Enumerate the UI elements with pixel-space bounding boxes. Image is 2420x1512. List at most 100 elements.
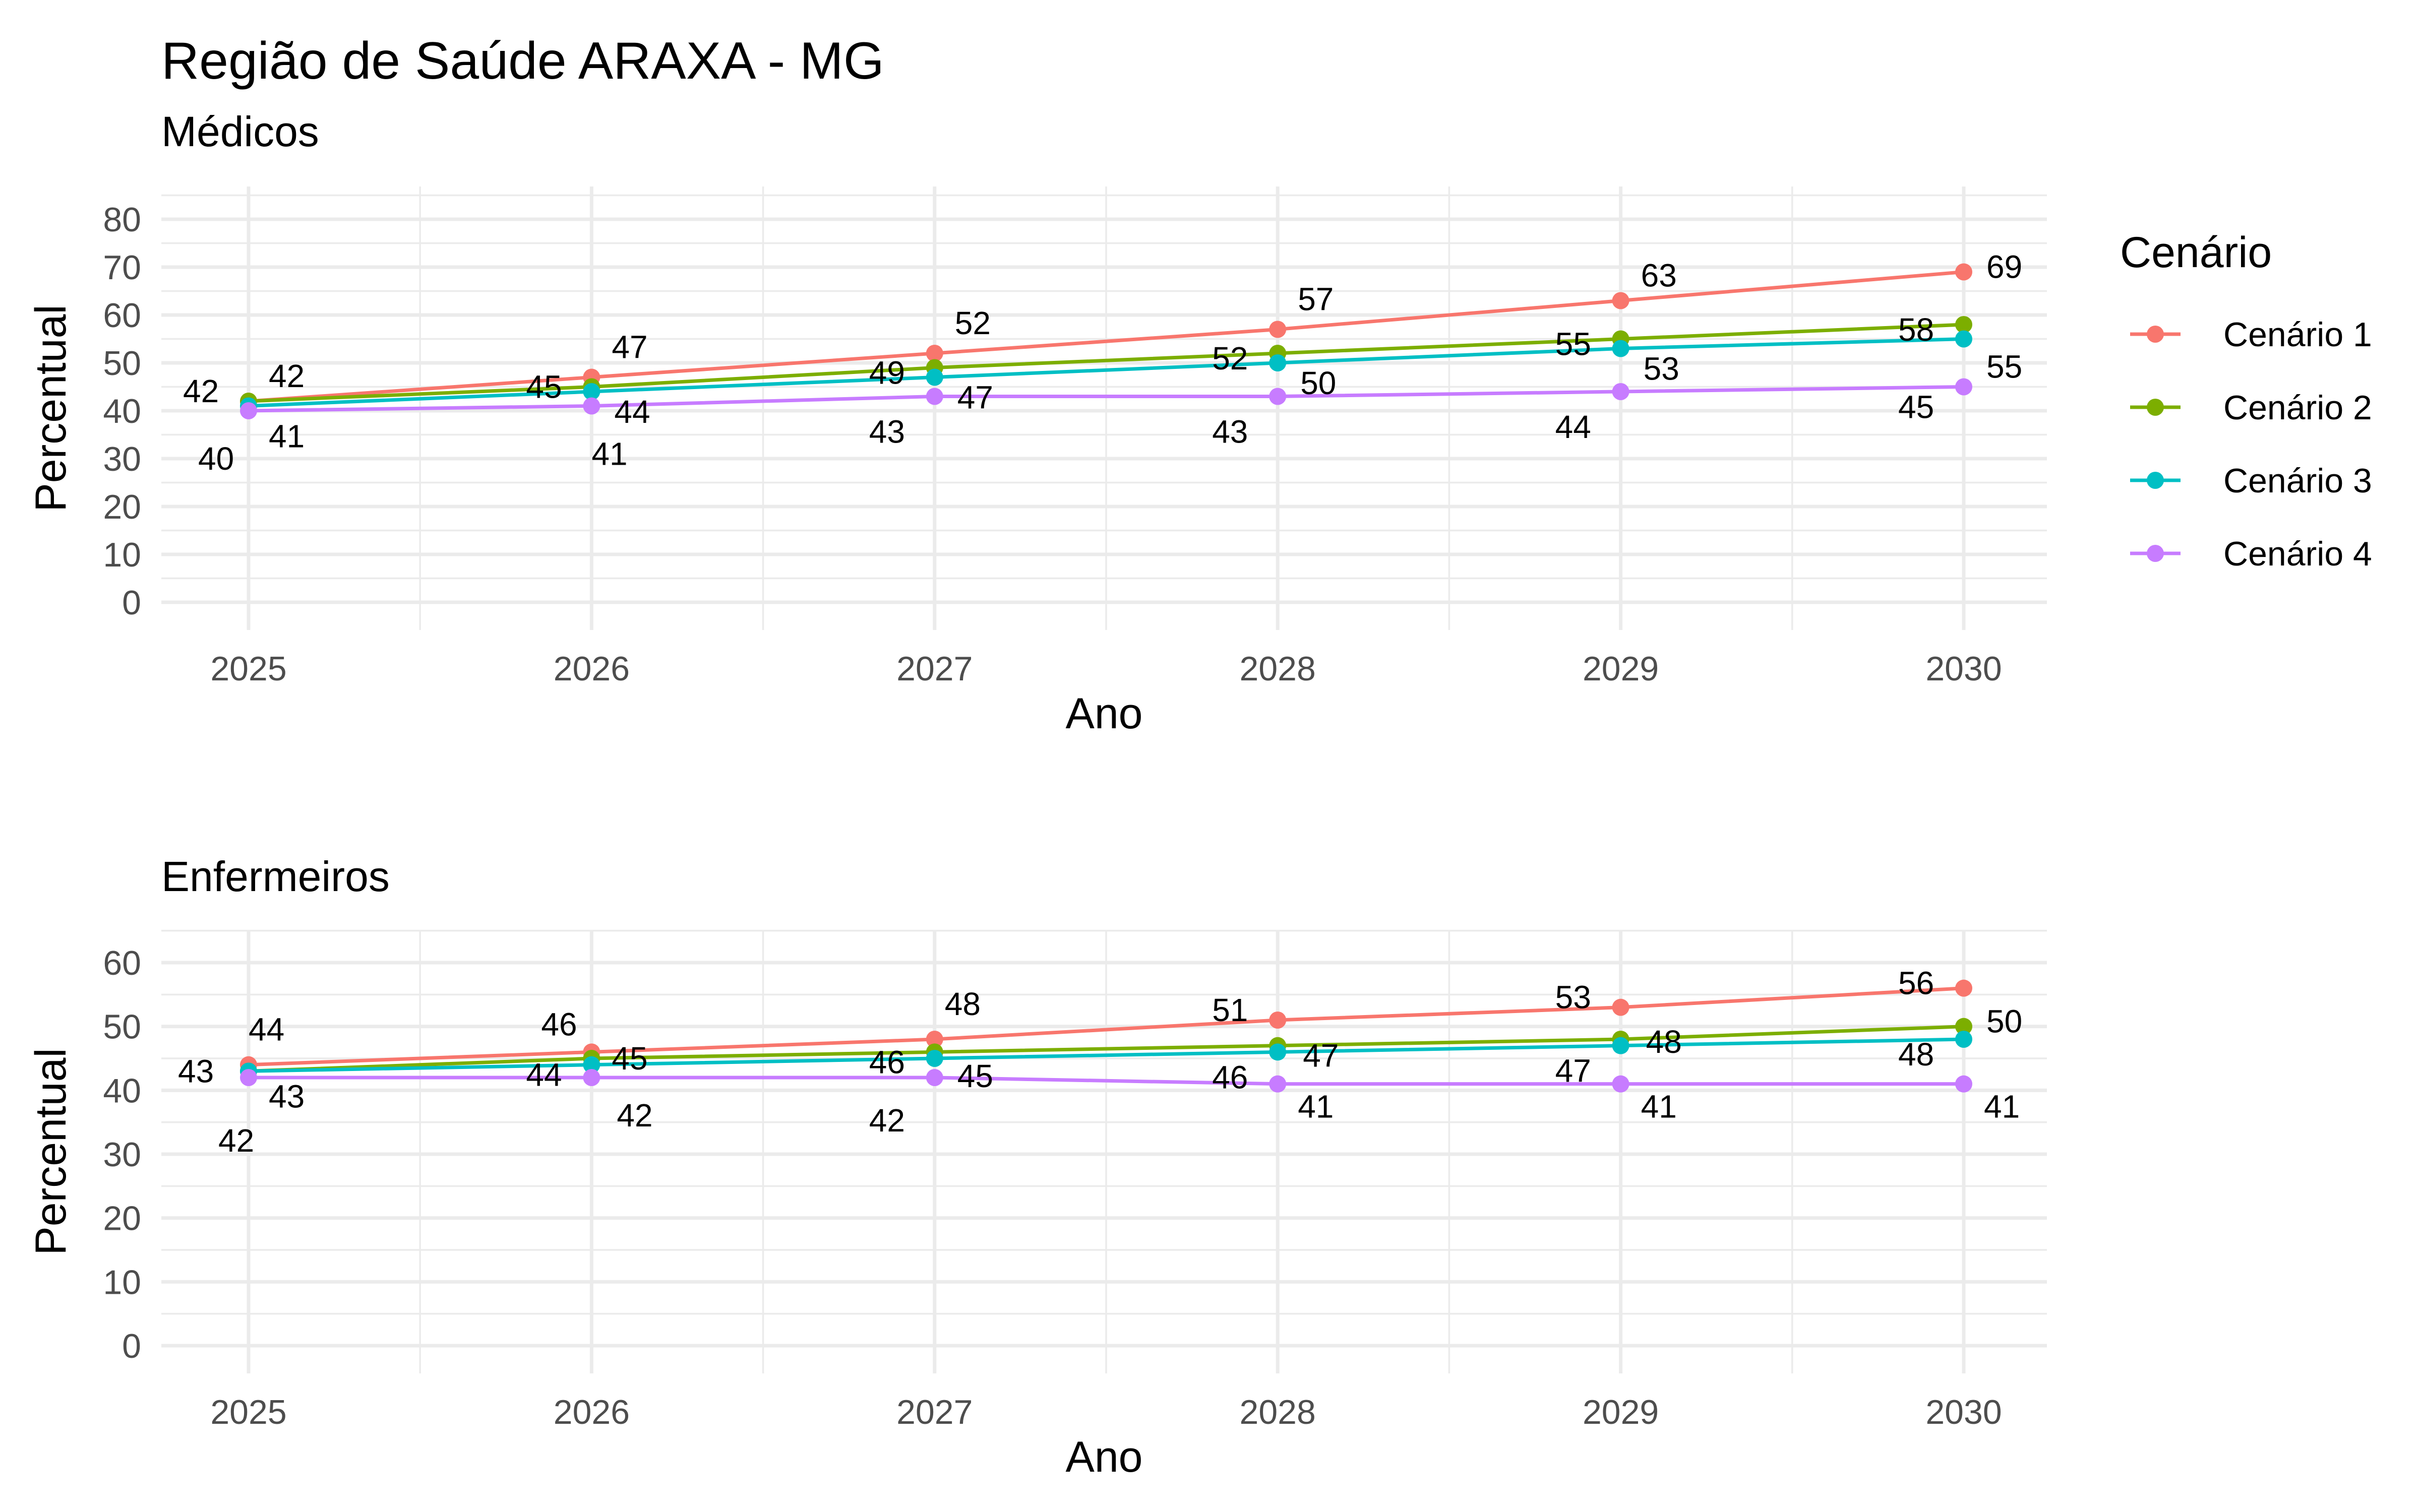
data-label: 50 <box>1986 1003 2022 1040</box>
x-axis-title: Ano <box>1065 1433 1142 1481</box>
data-label: 42 <box>869 1102 905 1139</box>
data-label: 40 <box>198 440 234 477</box>
data-point <box>1955 378 1972 396</box>
y-tick-label: 20 <box>103 488 141 526</box>
data-point <box>1269 1012 1287 1029</box>
data-label: 41 <box>269 418 305 455</box>
legend-item-label: Cenário 1 <box>2223 316 2372 354</box>
data-point <box>1955 979 1972 997</box>
data-label: 41 <box>1984 1089 2020 1125</box>
data-label: 52 <box>955 305 991 341</box>
data-label: 42 <box>183 373 219 409</box>
x-tick-label: 2026 <box>554 650 630 688</box>
legend-key-point <box>2147 472 2164 489</box>
data-label: 52 <box>1212 340 1248 376</box>
data-label: 45 <box>526 369 562 405</box>
data-label: 42 <box>269 358 305 394</box>
data-label: 49 <box>869 355 905 391</box>
y-tick-label: 0 <box>122 1327 141 1365</box>
data-label: 44 <box>249 1012 284 1048</box>
data-label: 44 <box>614 394 650 430</box>
y-tick-label: 20 <box>103 1200 141 1238</box>
y-axis-title: Percentual <box>27 1048 75 1255</box>
y-tick-label: 30 <box>103 440 141 478</box>
data-point <box>1955 263 1972 281</box>
panel-subtitle: Médicos <box>161 108 319 155</box>
data-label: 47 <box>1303 1038 1339 1074</box>
data-label: 41 <box>1298 1089 1334 1125</box>
legend-item-label: Cenário 3 <box>2223 462 2372 500</box>
data-label: 44 <box>1555 409 1591 445</box>
data-label: 57 <box>1298 281 1334 318</box>
series-line-3 <box>248 337 1964 408</box>
data-label: 46 <box>869 1044 905 1080</box>
series-line-4 <box>248 385 1964 413</box>
data-label: 48 <box>945 986 981 1022</box>
data-label: 42 <box>218 1122 254 1159</box>
data-point <box>1269 354 1287 371</box>
y-tick-label: 30 <box>103 1136 141 1174</box>
x-tick-label: 2027 <box>896 1393 973 1431</box>
data-point <box>926 1031 943 1048</box>
data-point <box>1955 1018 1972 1035</box>
data-point <box>1612 1075 1629 1093</box>
data-label: 48 <box>1898 1036 1934 1073</box>
data-point <box>1612 998 1629 1016</box>
data-label: 63 <box>1641 258 1677 294</box>
data-point <box>1955 1075 1972 1093</box>
y-tick-label: 40 <box>103 1072 141 1110</box>
y-tick-label: 50 <box>103 1008 141 1046</box>
data-point <box>583 1069 600 1086</box>
data-label: 43 <box>178 1053 214 1089</box>
y-tick-label: 0 <box>122 584 141 622</box>
data-label: 41 <box>591 436 627 472</box>
y-tick-label: 70 <box>103 248 141 287</box>
data-point <box>1612 383 1629 400</box>
data-point <box>1955 1031 1972 1048</box>
series-line-2 <box>248 323 1964 403</box>
data-point <box>926 388 943 405</box>
data-label: 53 <box>1644 351 1679 387</box>
data-point <box>583 397 600 415</box>
data-label: 48 <box>1646 1024 1682 1060</box>
y-tick-label: 40 <box>103 392 141 430</box>
data-label: 56 <box>1898 965 1934 1001</box>
data-point <box>583 383 600 400</box>
x-axis-title: Ano <box>1065 689 1142 738</box>
data-point <box>1612 340 1629 357</box>
series-line-1 <box>248 270 1964 403</box>
data-label: 41 <box>1641 1089 1677 1125</box>
data-label: 47 <box>1555 1053 1591 1089</box>
data-point <box>1269 321 1287 338</box>
data-point <box>1955 316 1972 333</box>
series-line-3 <box>248 1037 1964 1073</box>
data-label: 58 <box>1898 311 1934 348</box>
y-tick-label: 10 <box>103 536 141 574</box>
data-point <box>1612 1037 1629 1054</box>
x-tick-label: 2028 <box>1240 650 1316 688</box>
legend-key-point <box>2147 326 2164 343</box>
data-point <box>926 1069 943 1086</box>
data-label: 50 <box>1300 365 1336 401</box>
data-point <box>1269 388 1287 405</box>
legend-key-point <box>2147 545 2164 562</box>
data-label: 51 <box>1212 992 1248 1028</box>
chart-title: Região de Saúde ARAXA - MG <box>161 32 884 90</box>
data-label: 45 <box>1898 389 1934 425</box>
data-point <box>1269 1043 1287 1061</box>
y-tick-label: 80 <box>103 201 141 239</box>
data-point <box>926 345 943 362</box>
x-tick-label: 2025 <box>210 1393 286 1431</box>
data-label: 45 <box>612 1040 647 1077</box>
data-label: 44 <box>526 1057 562 1093</box>
data-label: 43 <box>269 1078 305 1114</box>
series-line-4 <box>249 1076 1964 1086</box>
data-label: 47 <box>957 380 993 416</box>
data-label: 55 <box>1555 326 1591 362</box>
x-tick-label: 2030 <box>1925 1393 2002 1431</box>
y-axis-title: Percentual <box>27 304 75 512</box>
y-tick-label: 60 <box>103 296 141 335</box>
x-tick-label: 2025 <box>210 650 286 688</box>
data-label: 55 <box>1986 349 2022 385</box>
data-point <box>1612 292 1629 309</box>
